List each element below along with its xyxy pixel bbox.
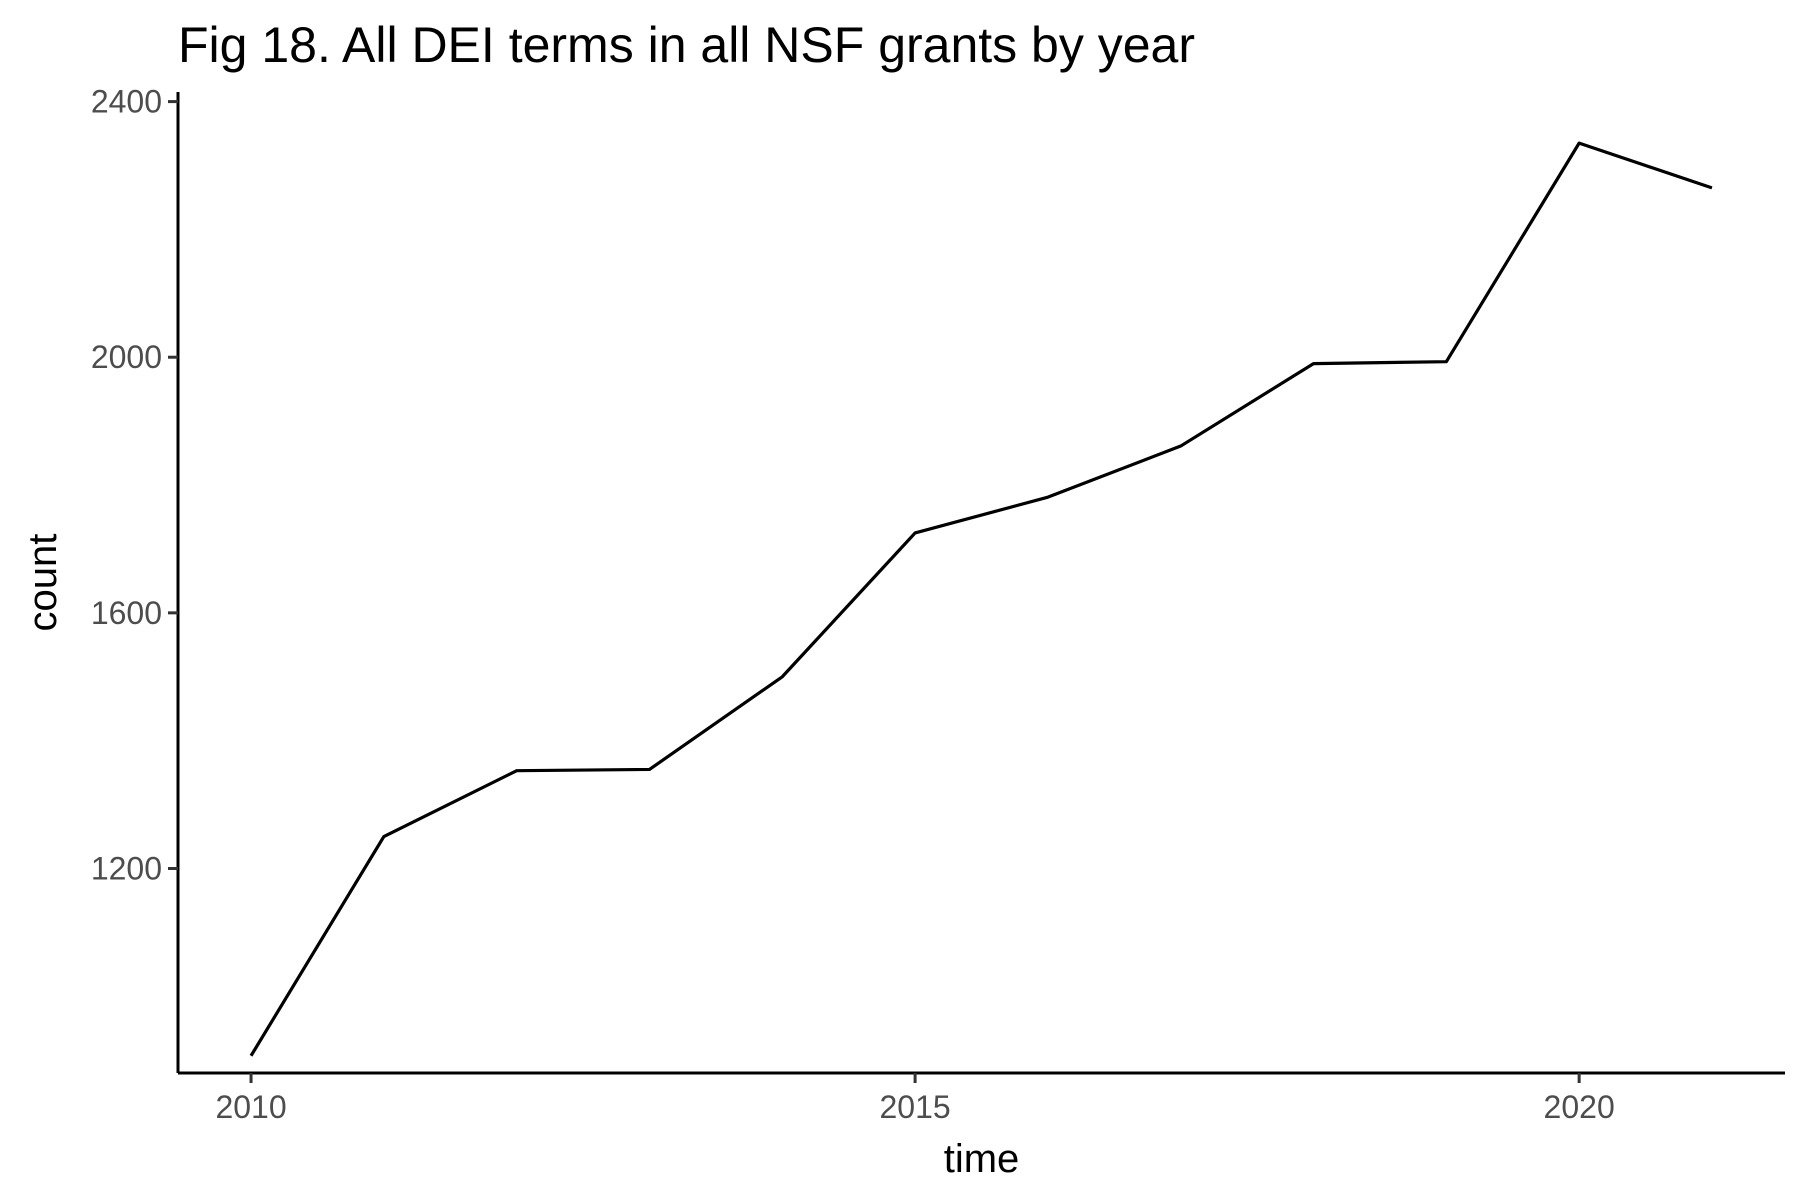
x-axis-label: time <box>944 1137 1020 1181</box>
x-tick-label-2015: 2015 <box>880 1089 951 1125</box>
y-axis-label: count <box>21 534 65 632</box>
x-axis-ticks: 2010 2015 2020 <box>215 1073 1615 1125</box>
y-tick-label-2000: 2000 <box>91 339 162 375</box>
series-line-0 <box>249 141 1713 1057</box>
y-tick-label-1600: 1600 <box>91 595 162 631</box>
y-axis-ticks: 1200 1600 2000 2400 <box>91 84 178 886</box>
y-tick-label-1200: 1200 <box>91 850 162 886</box>
x-tick-label-2010: 2010 <box>215 1089 286 1125</box>
x-tick-label-2020: 2020 <box>1544 1089 1615 1125</box>
plot-area <box>249 141 1713 1057</box>
chart-title: Fig 18. All DEI terms in all NSF grants … <box>178 17 1195 73</box>
y-tick-label-2400: 2400 <box>91 84 162 120</box>
